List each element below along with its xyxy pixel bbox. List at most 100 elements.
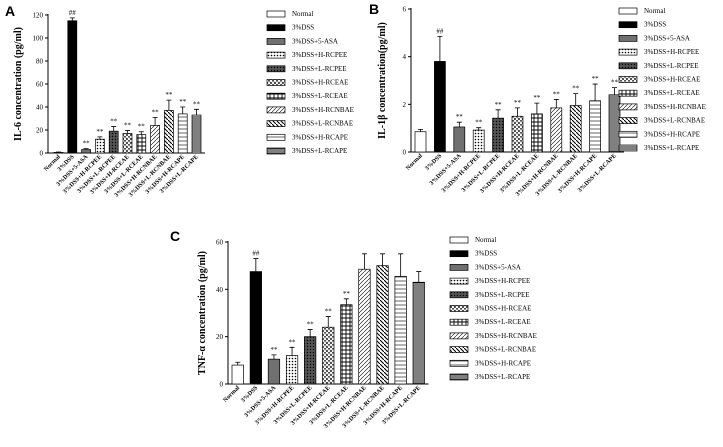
panel-b-y-tick-label: 0 bbox=[403, 149, 407, 157]
panel-c-legend-swatch bbox=[449, 277, 469, 285]
panel-b-legend-label: 3%DSS bbox=[644, 21, 666, 29]
panel-c-y-axis-label: TNF-α concentration (pg/ml) bbox=[197, 251, 208, 375]
panel-b-error-bar bbox=[612, 87, 617, 95]
panel-c-legend-label: 3%DSS+H-RCEAE bbox=[475, 305, 531, 313]
panel-c-letter: C bbox=[170, 228, 180, 244]
panel-a-chart: A IL-6 concentration (pg/ml) 0 20 40 60 80 100 1… bbox=[5, 3, 354, 199]
panel-c-error-bar bbox=[398, 253, 404, 277]
panel-c-bar bbox=[267, 358, 281, 385]
panel-b-legend-swatch bbox=[618, 35, 638, 42]
panel-a-bar bbox=[177, 113, 188, 154]
panel-b-category-label: Normal bbox=[405, 152, 424, 171]
panel-a-y-tick-label: 60 bbox=[36, 81, 44, 89]
panel-c-error-bar bbox=[380, 253, 386, 266]
panel-b-legend-swatch bbox=[618, 89, 638, 97]
panel-c-legend-label: 3%DSS bbox=[475, 250, 497, 258]
panel-c-error-bar bbox=[361, 253, 367, 270]
panel-b-significance-label: ** bbox=[553, 91, 561, 99]
panel-b-bar bbox=[569, 105, 582, 153]
panel-c-error-bar bbox=[253, 258, 259, 272]
panel-c-significance-label: ** bbox=[343, 290, 351, 298]
panel-c-legend-label: 3%DSS+L-RCEAE bbox=[475, 318, 531, 326]
panel-c-error-bar bbox=[271, 354, 277, 360]
panel-a-significance-label: ** bbox=[138, 123, 146, 131]
panel-a-y-tick-label: 80 bbox=[36, 58, 44, 66]
panel-c-bar bbox=[394, 275, 407, 385]
panel-a-significance-label: ** bbox=[165, 91, 173, 99]
panel-b-significance-label: ** bbox=[572, 85, 580, 93]
panel-c-legend-label: 3%DSS+H-RCPEE bbox=[475, 277, 530, 285]
panel-c-bar bbox=[376, 265, 389, 385]
panel-a-significance-label: ** bbox=[83, 140, 91, 148]
panel-a-error-bar bbox=[125, 130, 130, 134]
panel-a-error-bar bbox=[69, 17, 75, 21]
panel-a-y-tick-label: 40 bbox=[36, 104, 44, 112]
panel-c-legend-label: 3%DSS+5-ASA bbox=[475, 263, 521, 271]
panel-c-legend-swatch bbox=[449, 373, 469, 381]
panel-b-legend-swatch bbox=[618, 144, 638, 152]
panel-c-bar bbox=[358, 268, 371, 385]
panel-a-error-bar bbox=[152, 116, 158, 126]
panel-c-error-bar bbox=[235, 361, 241, 366]
panel-a-error-bar bbox=[138, 131, 144, 135]
panel-a-significance-label: ** bbox=[193, 100, 201, 108]
panel-b-legend-swatch bbox=[618, 62, 638, 70]
panel-c-bar bbox=[322, 326, 335, 385]
panel-c-error-bar bbox=[343, 298, 349, 305]
panel-c-legend-swatch bbox=[449, 346, 469, 353]
panel-c-legend-label: 3%DSS+L-RCNBAE bbox=[475, 346, 536, 354]
panel-a-significance-label: ** bbox=[124, 122, 132, 130]
panel-b-error-bar bbox=[534, 102, 540, 114]
panel-c-bar bbox=[340, 304, 353, 385]
panel-a-legend-label: 3%DSS+5-ASA bbox=[292, 37, 338, 45]
panel-b-legend-swatch bbox=[618, 130, 638, 138]
panel-a-legend-label: 3%DSS+H-RCEAE bbox=[292, 79, 348, 87]
panel-b-significance-label: ** bbox=[495, 101, 503, 109]
panel-a-letter: A bbox=[5, 3, 15, 19]
panel-b-legend-label: 3%DSS+H-RCEAE bbox=[644, 76, 700, 84]
panel-c-category-label: Normal bbox=[222, 384, 241, 403]
panel-c-significance-label: ## bbox=[252, 250, 260, 258]
panel-a-significance-label: ** bbox=[179, 98, 187, 106]
panel-b-legend-label: 3%DSS+L-RCAPE bbox=[644, 144, 699, 152]
panel-b-legend-label: 3%DSS+5-ASA bbox=[644, 34, 690, 42]
panel-b-bar bbox=[608, 94, 621, 153]
panel-a-error-bar bbox=[111, 126, 117, 132]
panel-a-bar bbox=[108, 130, 119, 154]
panel-c-legend-label: 3%DSS+H-RCAPE bbox=[475, 359, 531, 367]
panel-a-legend-swatch bbox=[266, 147, 286, 155]
panel-c-significance-label: ** bbox=[270, 346, 278, 354]
panel-c-significance-label: ** bbox=[325, 308, 333, 316]
panel-b-bar bbox=[414, 131, 427, 153]
panel-b-legend-label: Normal bbox=[644, 7, 665, 15]
panel-b-legend-label: 3%DSS+H-RCPEE bbox=[644, 48, 699, 56]
panel-a-error-bar bbox=[83, 148, 89, 150]
panel-c-chart: C TNF-α concentration (pg/ml) 0 20 40 60 Norma… bbox=[170, 228, 537, 430]
panel-a-bar bbox=[164, 110, 174, 154]
panel-a-legend-swatch bbox=[266, 133, 286, 141]
panel-a-y-tick-label: 0 bbox=[40, 150, 44, 158]
panel-a-legend-swatch bbox=[266, 65, 286, 73]
panel-a-legend-label: Normal bbox=[292, 10, 313, 18]
panel-a-bar bbox=[81, 149, 91, 154]
panel-a-bar bbox=[67, 20, 78, 154]
panel-b-legend-swatch bbox=[618, 48, 638, 56]
panel-c-significance-label: ** bbox=[307, 321, 315, 329]
panel-b-bar bbox=[453, 126, 466, 153]
panel-b-legend-label: 3%DSS+L-RCNBAE bbox=[644, 117, 705, 125]
panel-b-bar bbox=[550, 107, 563, 153]
panel-a-legend-swatch bbox=[266, 92, 286, 100]
panel-b-legend-swatch bbox=[618, 103, 638, 111]
panel-c-bar bbox=[285, 355, 299, 385]
panel-a-significance-label: ** bbox=[110, 118, 118, 126]
panel-c-error-bar bbox=[289, 346, 295, 356]
panel-a-significance-label: ## bbox=[69, 9, 77, 17]
panel-b-legend-swatch bbox=[618, 21, 638, 29]
panel-b-error-bar bbox=[515, 107, 520, 117]
panel-a-legend-swatch bbox=[266, 38, 286, 45]
panel-a-bar bbox=[53, 152, 64, 154]
panel-c-bar bbox=[249, 271, 262, 385]
panel-a-bar bbox=[122, 133, 133, 154]
panel-c-legend-swatch bbox=[449, 291, 469, 299]
panel-b-error-bar bbox=[495, 109, 501, 119]
